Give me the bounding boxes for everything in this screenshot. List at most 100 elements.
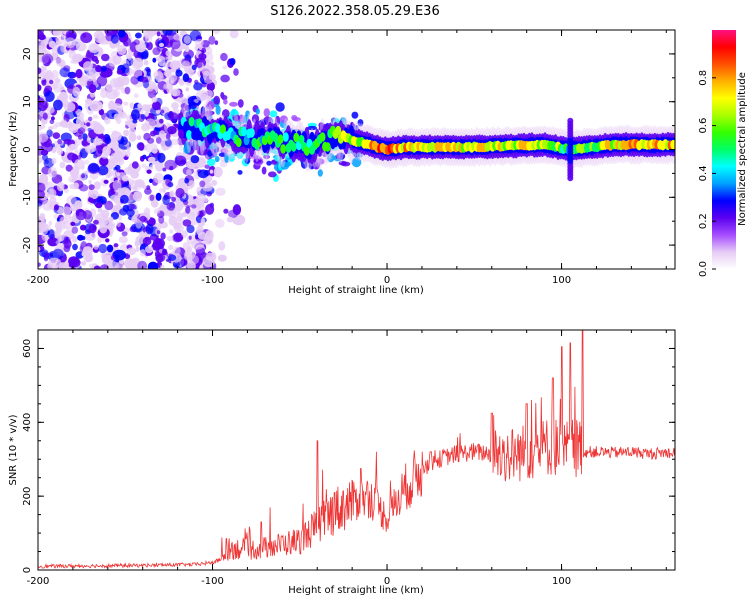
colorbar-tick-label: 0.0 bbox=[698, 261, 709, 277]
heatmap-noise-blob bbox=[199, 93, 208, 101]
heatmap-noise-blob bbox=[55, 40, 62, 47]
heatmap-noise-blob bbox=[52, 124, 58, 130]
heatmap-noise-blob bbox=[131, 216, 138, 223]
heatmap-scatter-blob bbox=[220, 148, 229, 154]
snr-y-label: SNR (10 * v/v) bbox=[8, 414, 19, 485]
heatmap-noise-blob bbox=[220, 52, 228, 62]
heatmap-noise-blob bbox=[144, 33, 153, 43]
heatmap-noise-blob bbox=[123, 129, 130, 137]
y-tick-label: -10 bbox=[22, 189, 33, 205]
heatmap-noise-blob bbox=[144, 187, 152, 195]
heatmap-noise-blob bbox=[93, 124, 105, 135]
heatmap-noise-blob bbox=[63, 101, 76, 113]
heatmap-noise-blob bbox=[95, 64, 101, 73]
heatmap-scatter-blob bbox=[214, 156, 220, 163]
heatmap-noise-blob bbox=[112, 249, 127, 261]
heatmap-noise-blob bbox=[149, 194, 155, 201]
heatmap-noise-blob bbox=[51, 82, 59, 90]
heatmap-noise-blob bbox=[116, 172, 120, 177]
heatmap-scatter-blob bbox=[253, 158, 262, 164]
heatmap-noise-blob bbox=[76, 155, 82, 160]
heatmap-noise-blob bbox=[165, 60, 172, 68]
heatmap-noise-blob bbox=[53, 214, 59, 219]
heatmap-noise-blob bbox=[111, 30, 119, 35]
heatmap-noise-blob bbox=[185, 206, 191, 214]
heatmap-noise-blob bbox=[182, 211, 187, 218]
heatmap-noise-blob bbox=[98, 243, 108, 254]
heatmap-noise-blob bbox=[93, 138, 101, 146]
heatmap-noise-blob bbox=[175, 155, 187, 167]
heatmap-noise-blob bbox=[162, 30, 173, 36]
heatmap-noise-blob bbox=[72, 55, 79, 64]
heatmap-noise-blob bbox=[68, 144, 76, 151]
heatmap-scatter-blob bbox=[266, 160, 272, 166]
heatmap-noise-blob bbox=[128, 133, 137, 142]
heatmap-noise-blob bbox=[39, 30, 44, 34]
heatmap-noise-blob bbox=[99, 223, 108, 234]
heatmap-noise-blob bbox=[74, 138, 81, 146]
heatmap-noise-blob bbox=[63, 188, 69, 194]
heatmap-noise-blob bbox=[165, 133, 171, 140]
heatmap-noise-blob bbox=[204, 164, 210, 169]
heatmap-noise-blob bbox=[137, 260, 148, 269]
heatmap-noise-blob bbox=[46, 129, 53, 138]
heatmap-noise-blob bbox=[55, 57, 63, 67]
heatmap-noise-blob bbox=[49, 119, 55, 125]
heatmap-noise-blob bbox=[101, 153, 109, 159]
heatmap-noise-blob bbox=[186, 153, 192, 161]
heatmap-noise-blob bbox=[117, 44, 127, 55]
heatmap-noise-blob bbox=[43, 256, 49, 262]
heatmap-noise-blob bbox=[100, 89, 108, 99]
x-tick-label: -100 bbox=[201, 576, 224, 587]
heatmap-noise-blob bbox=[206, 81, 215, 92]
heatmap-noise-blob bbox=[126, 146, 131, 152]
heatmap-noise-blob bbox=[164, 159, 177, 171]
heatmap-noise-blob bbox=[82, 210, 93, 220]
spectrogram-y-label: Frequency (Hz) bbox=[8, 111, 19, 187]
heatmap-noise-blob bbox=[75, 68, 83, 79]
heatmap-noise-blob bbox=[220, 74, 230, 83]
colorbar-ticks: 0.0 0.2 0.4 0.6 0.8 bbox=[698, 70, 716, 277]
heatmap-ridge-cell bbox=[290, 142, 297, 152]
heatmap-noise-blob bbox=[38, 132, 49, 143]
heatmap-noise-blob bbox=[169, 60, 180, 70]
heatmap-noise-blob bbox=[44, 91, 55, 102]
heatmap-noise-blob bbox=[105, 238, 110, 243]
heatmap-noise-blob bbox=[214, 218, 225, 228]
heatmap-noise-blob bbox=[186, 224, 195, 234]
heatmap-noise-blob bbox=[83, 170, 89, 175]
heatmap-noise-blob bbox=[56, 181, 65, 192]
heatmap-scatter-blob bbox=[274, 115, 281, 126]
heatmap-scatter-blob bbox=[327, 152, 335, 163]
heatmap-scatter-blob bbox=[200, 111, 211, 119]
heatmap-noise-blob bbox=[143, 59, 149, 66]
heatmap-noise-blob bbox=[150, 130, 157, 137]
y-tick-label: 0 bbox=[22, 567, 33, 573]
heatmap-noise-blob bbox=[89, 189, 99, 200]
heatmap-noise-blob bbox=[116, 221, 121, 228]
heatmap-noise-blob bbox=[169, 165, 174, 171]
heatmap-scatter-blob bbox=[207, 100, 215, 110]
heatmap-noise-blob bbox=[52, 248, 64, 260]
heatmap-noise-blob bbox=[188, 235, 192, 240]
heatmap-noise-blob bbox=[205, 252, 216, 261]
heatmap-noise-blob bbox=[136, 135, 142, 141]
heatmap-ridge-cell bbox=[186, 130, 192, 140]
heatmap-noise-blob bbox=[73, 182, 79, 190]
heatmap-noise-blob bbox=[155, 192, 162, 201]
heatmap-noise-blob bbox=[77, 127, 86, 135]
heatmap-noise-blob bbox=[195, 39, 204, 47]
heatmap-noise-blob bbox=[132, 191, 143, 202]
heatmap-ridge-cell bbox=[183, 121, 190, 131]
x-tick-label: 100 bbox=[552, 275, 571, 286]
heatmap-noise-blob bbox=[154, 250, 160, 258]
heatmap-noise-blob bbox=[140, 114, 146, 120]
heatmap-ridge-cell bbox=[280, 144, 287, 154]
heatmap-noise-blob bbox=[48, 40, 57, 49]
heatmap-noise-blob bbox=[93, 30, 105, 39]
heatmap-noise-blob bbox=[181, 60, 190, 68]
heatmap-noise-blob bbox=[142, 237, 152, 246]
heatmap-noise-blob bbox=[213, 166, 223, 178]
heatmap-noise-blob bbox=[64, 123, 68, 129]
